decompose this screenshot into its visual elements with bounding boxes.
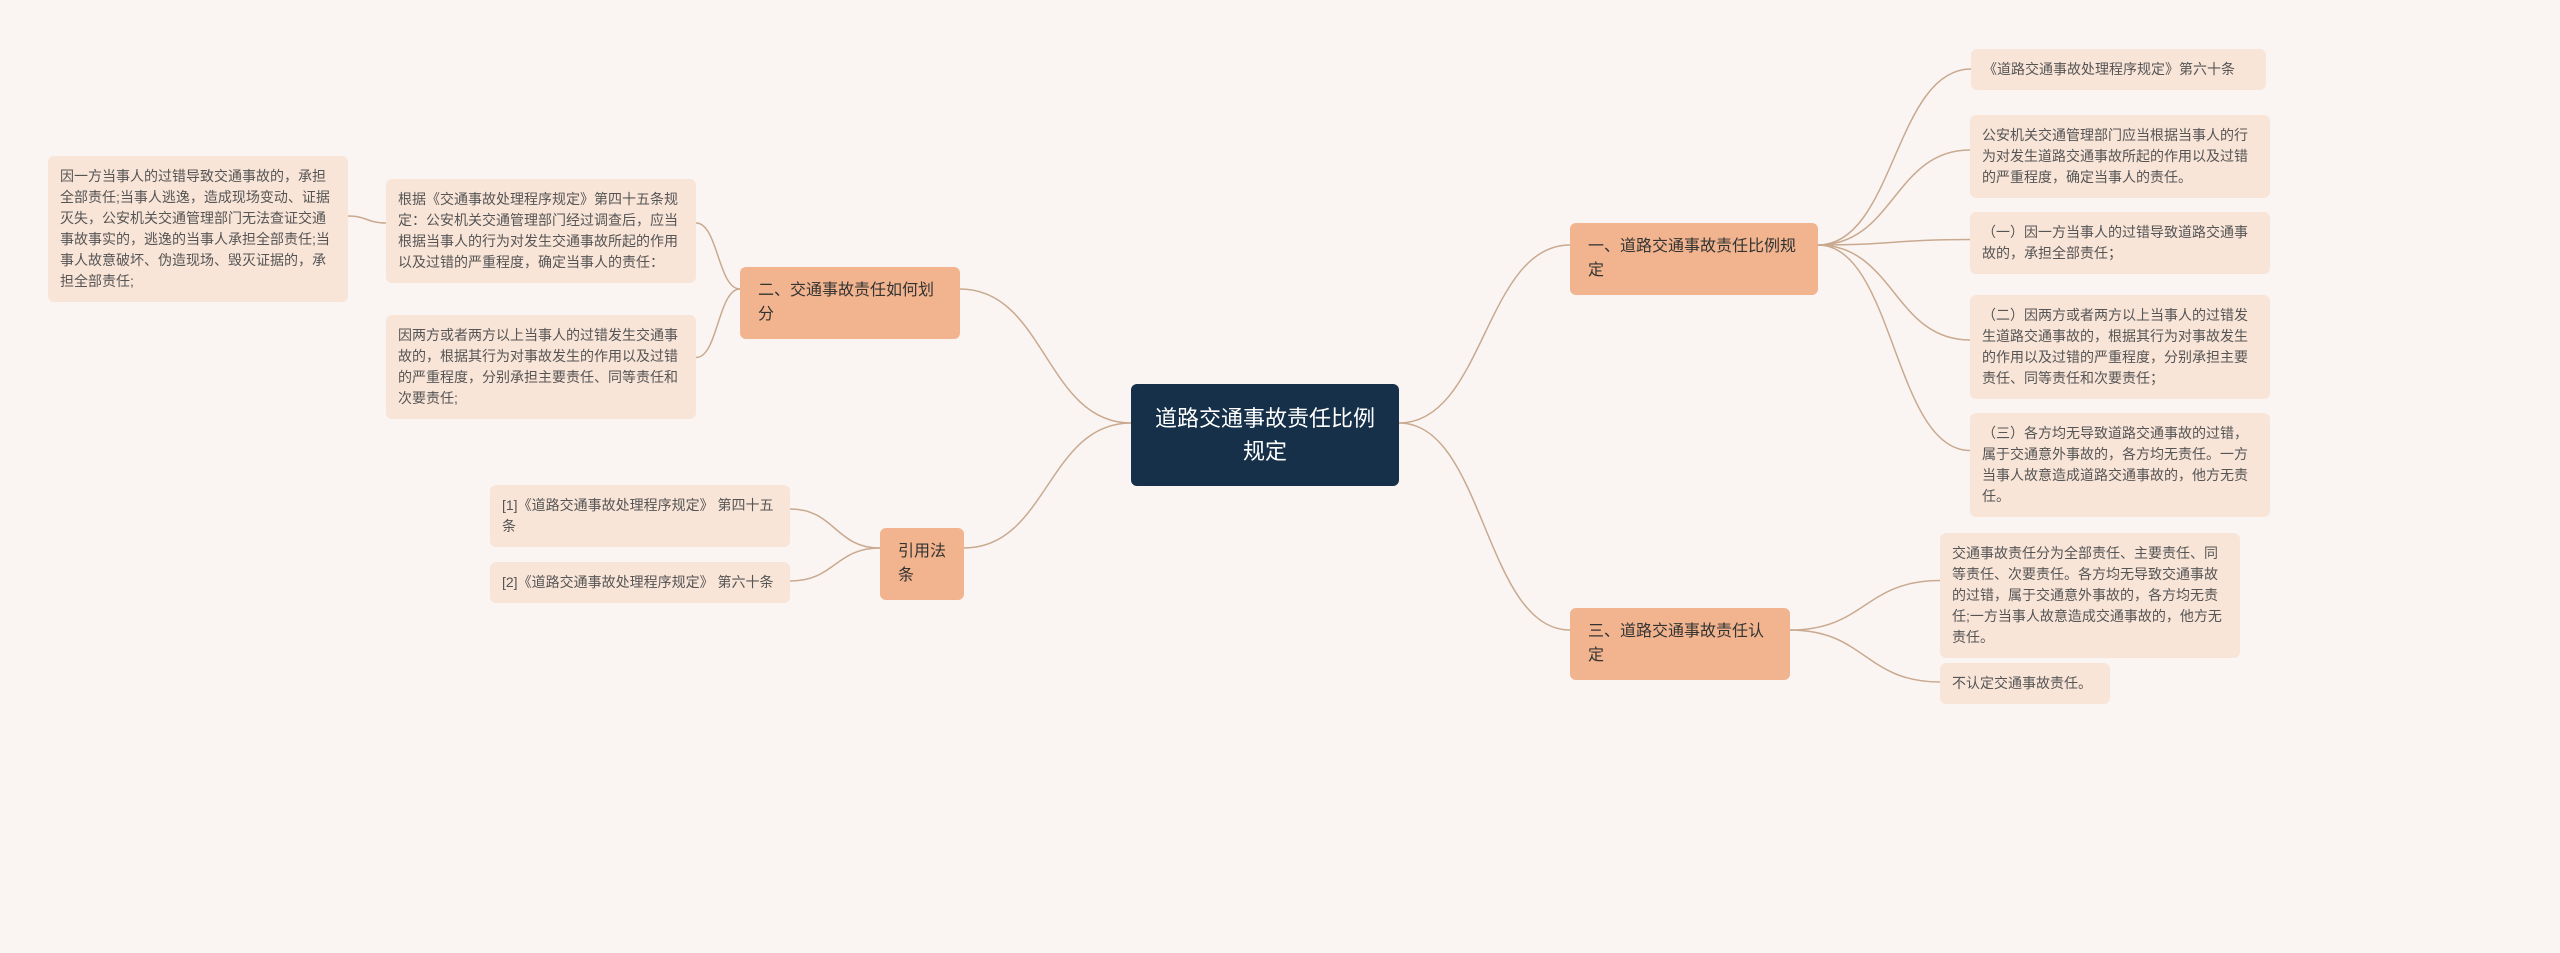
leaf-right-0-3: （二）因两方或者两方以上当事人的过错发生道路交通事故的，根据其行为对事故发生的作… <box>1970 295 2270 399</box>
leaf-left-0-0: 根据《交通事故处理程序规定》第四十五条规定：公安机关交通管理部门经过调查后，应当… <box>386 179 696 283</box>
leaf-right-1-1: 不认定交通事故责任。 <box>1940 663 2110 704</box>
leaf-right-1-0: 交通事故责任分为全部责任、主要责任、同等责任、次要责任。各方均无导致交通事故的过… <box>1940 533 2240 658</box>
root-node: 道路交通事故责任比例规定 <box>1131 384 1399 486</box>
leaf-left-1-1: [2]《道路交通事故处理程序规定》 第六十条 <box>490 562 790 603</box>
branch-right-0: 一、道路交通事故责任比例规定 <box>1570 223 1818 295</box>
leaf-left-1-0: [1]《道路交通事故处理程序规定》 第四十五条 <box>490 485 790 547</box>
branch-right-1: 三、道路交通事故责任认定 <box>1570 608 1790 680</box>
leaf-right-0-2: （一）因一方当事人的过错导致道路交通事故的，承担全部责任； <box>1970 212 2270 274</box>
branch-left-0: 二、交通事故责任如何划分 <box>740 267 960 339</box>
subleaf-0-0-0: 因一方当事人的过错导致交通事故的，承担全部责任;当事人逃逸，造成现场变动、证据灭… <box>48 156 348 302</box>
leaf-right-0-1: 公安机关交通管理部门应当根据当事人的行为对发生道路交通事故所起的作用以及过错的严… <box>1970 115 2270 198</box>
branch-left-1: 引用法条 <box>880 528 964 600</box>
leaf-right-0-0: 《道路交通事故处理程序规定》第六十条 <box>1971 49 2266 90</box>
leaf-right-0-4: （三）各方均无导致道路交通事故的过错，属于交通意外事故的，各方均无责任。一方当事… <box>1970 413 2270 517</box>
leaf-left-0-1: 因两方或者两方以上当事人的过错发生交通事故的，根据其行为对事故发生的作用以及过错… <box>386 315 696 419</box>
